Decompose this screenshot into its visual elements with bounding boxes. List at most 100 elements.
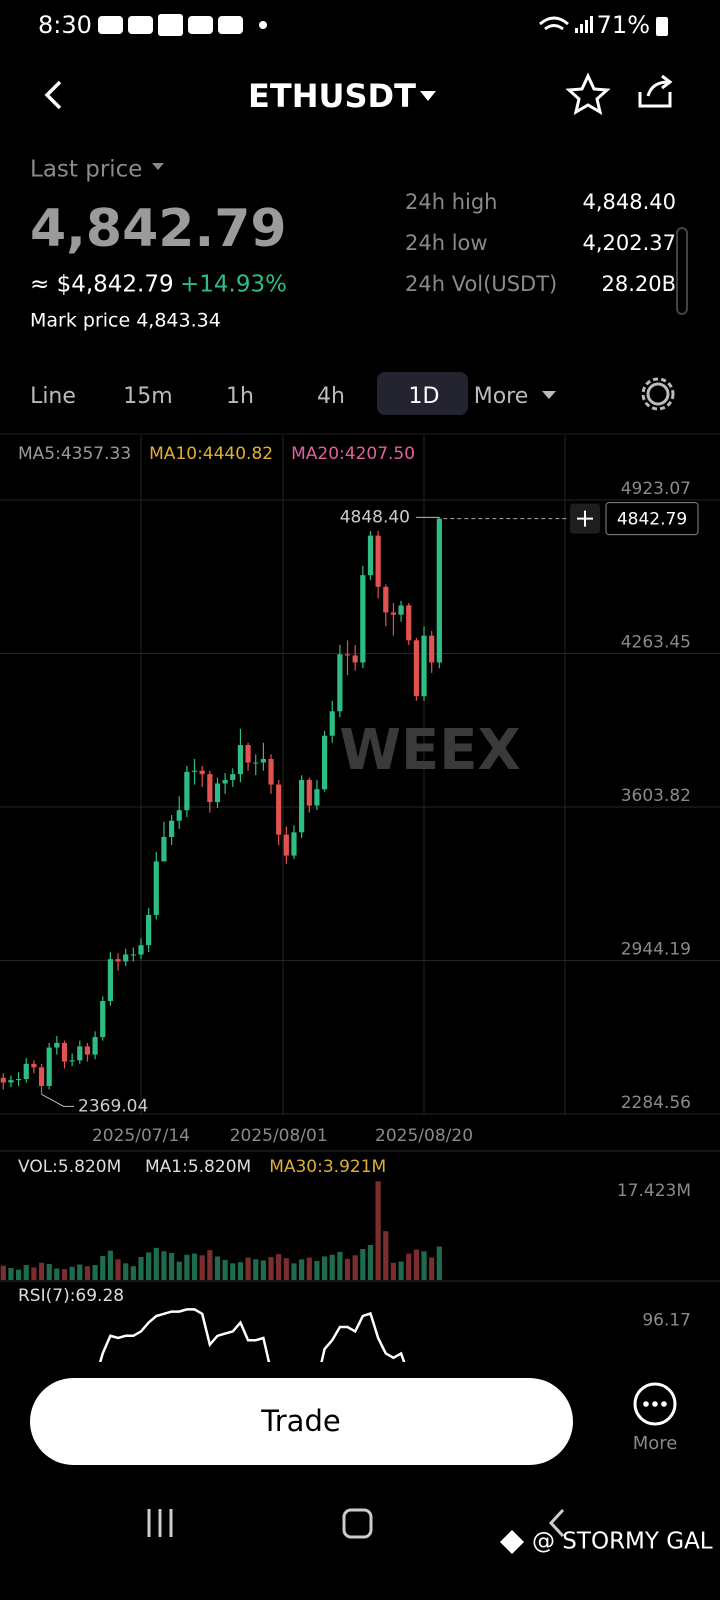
last-price-dropdown[interactable] [152, 163, 164, 170]
candle-body [115, 959, 121, 962]
volume-bar [130, 1266, 136, 1280]
volume-bar [31, 1267, 37, 1280]
candle-body [8, 1080, 14, 1083]
volume-bar [138, 1257, 144, 1280]
candle-body [237, 745, 244, 775]
tab[interactable]: Line [30, 384, 76, 409]
rsi-line [98, 1308, 406, 1362]
volume-bar [329, 1254, 335, 1280]
candle-body [15, 1078, 22, 1081]
candle-body [23, 1063, 29, 1079]
tab[interactable]: 1D [409, 384, 440, 409]
volume-bar [184, 1254, 190, 1280]
candle-body [54, 1042, 60, 1048]
volume-bar [383, 1231, 389, 1280]
candle-body [390, 612, 397, 615]
crosshair-icon[interactable] [577, 510, 593, 527]
x-tick-label: 2025/08/01 [230, 1126, 328, 1146]
y-tick-label: 17.423M [617, 1181, 691, 1201]
price-chart: 4923.07 4263.45 3603.82 2944.19 2284.56 2025/… [0, 435, 720, 1152]
status-time: 8:30 [38, 11, 92, 39]
candle-body [383, 586, 389, 613]
volume-bar [168, 1253, 175, 1280]
candle-body [92, 1037, 98, 1055]
indicator-label: MA20:4207.50 [291, 444, 415, 464]
candle-body [344, 654, 351, 656]
candle-body [436, 518, 442, 663]
more-dropdown[interactable] [542, 391, 556, 399]
volume-bar [260, 1260, 266, 1280]
price-change: +14.93% [180, 272, 287, 298]
active-tab-background [377, 372, 468, 415]
symbol-dropdown[interactable] [420, 91, 436, 101]
candle-body [291, 832, 297, 856]
candle-body [260, 759, 266, 763]
stat-value: 28.20B [601, 272, 676, 296]
volume-bar [276, 1254, 282, 1280]
share-button[interactable] [638, 74, 673, 108]
volume-bar [314, 1261, 320, 1280]
stat-label: 24h Vol(USDT) [405, 272, 557, 296]
x-tick-label: 2025/08/20 [375, 1126, 473, 1146]
stats: 24h high 4,848.40 24h low 4,202.37 24h Vol(U… [405, 190, 676, 296]
volume-bar [100, 1255, 106, 1280]
volume-bar [153, 1247, 159, 1280]
volume-bar [237, 1262, 244, 1280]
candle-body [321, 735, 328, 790]
candle-body [77, 1046, 83, 1061]
candle-body [406, 605, 412, 641]
rsi-title: RSI(7):69.28 [18, 1286, 124, 1306]
volume-bar [367, 1244, 374, 1280]
candle-body [61, 1042, 68, 1062]
tab[interactable]: 1h [226, 384, 254, 409]
candle-body [146, 914, 152, 946]
volume-bar [429, 1257, 435, 1280]
trade-button-label[interactable]: Trade [260, 1404, 340, 1438]
symbol-title[interactable]: ETHUSDT [248, 77, 416, 115]
last-price-label[interactable]: Last price [30, 157, 142, 183]
volume-bar [398, 1261, 404, 1280]
candle-body [222, 779, 228, 784]
back-button[interactable] [44, 80, 62, 110]
candle-body [253, 762, 259, 764]
candle-body [337, 654, 343, 712]
status-icons [98, 14, 668, 36]
volume-bar [161, 1251, 167, 1280]
volume-bar [245, 1257, 251, 1280]
candle-body [84, 1046, 91, 1055]
settings-button[interactable] [641, 377, 675, 411]
candle-body [283, 834, 289, 856]
volume-bar [61, 1269, 68, 1280]
trade-button[interactable] [30, 1378, 573, 1465]
volume-bar [230, 1263, 236, 1280]
indicator-label: MA10:4440.82 [149, 444, 273, 464]
volume-bar [199, 1255, 205, 1280]
volume-bar [268, 1257, 274, 1280]
candle-body [123, 954, 129, 962]
candle-body [329, 711, 335, 736]
y-tick-label: 2284.56 [621, 1093, 691, 1113]
volume-bar [352, 1255, 358, 1280]
candle-body [31, 1063, 37, 1068]
watermark: WEEX [339, 718, 520, 783]
favorite-button[interactable] [565, 72, 611, 116]
volume-bar [321, 1256, 328, 1280]
candle-body [46, 1047, 52, 1086]
indicator-label: MA5:4357.33 [18, 444, 131, 464]
credit-logo [500, 1530, 524, 1554]
volume-bar [123, 1263, 129, 1280]
tab[interactable]: 4h [317, 384, 345, 409]
candle-body [107, 959, 113, 1002]
more-button[interactable] [633, 1382, 677, 1426]
candle-body [421, 635, 427, 697]
candle-body [176, 810, 182, 821]
tab[interactable]: More [474, 384, 529, 409]
more-label[interactable]: More [633, 1433, 678, 1454]
y-tick-label: 2944.19 [621, 939, 691, 959]
volume-bar [46, 1263, 52, 1280]
tab[interactable]: 15m [123, 384, 172, 409]
volume-bar [84, 1266, 91, 1280]
volume-bar [344, 1258, 351, 1280]
high-marker-label: 4848.40 [340, 507, 410, 527]
candle-body [130, 954, 136, 956]
